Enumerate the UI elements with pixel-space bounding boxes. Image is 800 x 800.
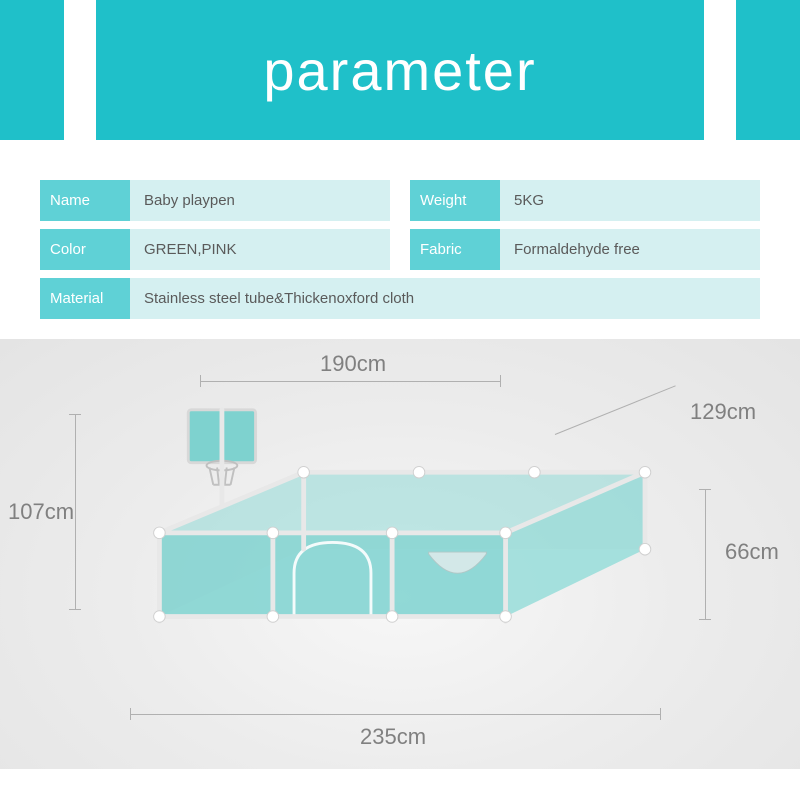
spec-label: Name [40,180,130,221]
spec-item: Fabric Formaldehyde free [410,229,760,270]
dim-tick [200,375,201,387]
dim-right-depth: 129cm [690,399,756,425]
spec-item: Color GREEN,PINK [40,229,390,270]
dim-tick [660,708,661,720]
spec-item: Weight 5KG [410,180,760,221]
dim-line-depth [555,385,676,435]
spec-label: Material [40,278,130,319]
playpen-illustration [130,429,660,679]
spec-value: GREEN,PINK [130,229,390,270]
dim-tick [699,619,711,620]
spec-label: Fabric [410,229,500,270]
dim-left-height: 107cm [8,499,74,525]
dimension-diagram: 190cm 129cm 107cm 66cm 235cm [0,339,800,769]
spec-row: Material Stainless steel tube&Thickenoxf… [40,278,760,319]
dim-tick [69,609,81,610]
dim-tick [500,375,501,387]
spec-item: Name Baby playpen [40,180,390,221]
spec-value: 5KG [500,180,760,221]
spec-value: Formaldehyde free [500,229,760,270]
spec-item: Material Stainless steel tube&Thickenoxf… [40,278,760,319]
dim-line-bottom [130,714,660,715]
header-banner: parameter [0,0,800,140]
dim-top-width: 190cm [320,351,386,377]
spec-label: Color [40,229,130,270]
dim-right-height: 66cm [725,539,779,565]
spec-value: Baby playpen [130,180,390,221]
spec-value: Stainless steel tube&Thickenoxford cloth [130,278,760,319]
spec-row: Color GREEN,PINK Fabric Formaldehyde fre… [40,229,760,270]
dim-tick [69,414,81,415]
page-title: parameter [263,38,536,103]
spec-table: Name Baby playpen Weight 5KG Color GREEN… [0,140,800,339]
dim-tick [130,708,131,720]
dim-line-right [705,489,706,619]
dim-tick [699,489,711,490]
dim-bottom-width: 235cm [360,724,426,750]
spec-row: Name Baby playpen Weight 5KG [40,180,760,221]
spec-label: Weight [410,180,500,221]
dim-line-left [75,414,76,609]
dim-line-top [200,381,500,382]
